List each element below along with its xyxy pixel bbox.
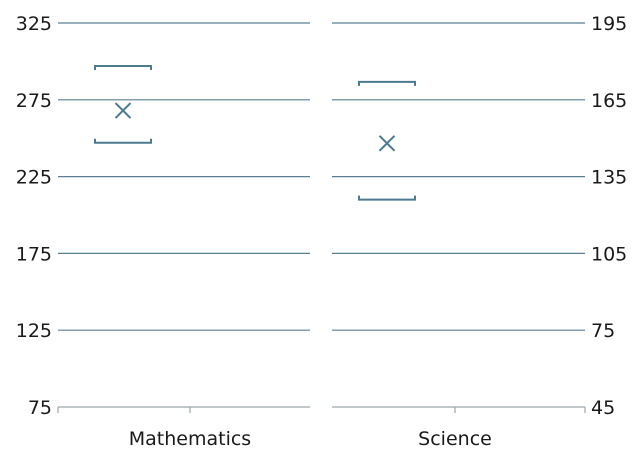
y-tick-label-science-165: 165 [591,90,627,112]
y-tick-label-mathematics-325: 325 [16,13,52,35]
y-tick-label-mathematics-175: 175 [16,243,52,265]
mean-marker-science [378,135,396,152]
upper-bound-science [358,80,416,86]
data-marks [94,65,416,201]
x-axis [57,406,586,413]
category-label-science: Science [418,428,492,450]
category-labels: Mathematics Science [129,428,492,450]
mean-marker-mathematics [114,102,132,119]
lower-bound-science [358,195,416,201]
y-tick-label-mathematics-125: 125 [16,320,52,342]
y-tick-label-science-75: 75 [591,320,615,342]
upper-bound-mathematics [94,65,152,71]
category-label-mathematics: Mathematics [129,428,251,450]
y-tick-label-mathematics-75: 75 [28,397,52,419]
y-tick-label-mathematics-225: 225 [16,167,52,189]
y-tick-label-science-195: 195 [591,13,627,35]
y-tick-labels: 75 125 175 225 275 325 45 75 105 135 165 195 [16,13,628,419]
y-tick-label-science-45: 45 [591,397,615,419]
gridlines [58,22,585,331]
y-tick-label-science-105: 105 [591,243,627,265]
y-tick-label-mathematics-275: 275 [16,90,52,112]
y-tick-label-science-135: 135 [591,167,627,189]
lower-bound-mathematics [94,138,152,144]
